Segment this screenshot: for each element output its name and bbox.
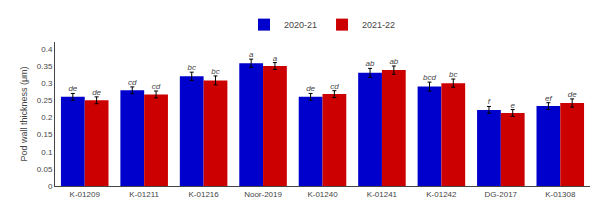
svg-text:de: de bbox=[68, 84, 77, 93]
svg-text:0.35: 0.35 bbox=[37, 62, 53, 71]
svg-text:bc: bc bbox=[187, 63, 195, 72]
svg-text:K-01308: K-01308 bbox=[545, 190, 576, 199]
svg-text:0: 0 bbox=[48, 182, 53, 191]
svg-text:de: de bbox=[306, 84, 315, 93]
svg-text:K-01216: K-01216 bbox=[188, 190, 219, 199]
svg-text:ef: ef bbox=[545, 94, 552, 103]
svg-text:cd: cd bbox=[330, 82, 339, 91]
svg-text:Noor-2019: Noor-2019 bbox=[244, 190, 282, 199]
svg-text:bcd: bcd bbox=[423, 73, 436, 82]
svg-text:0.1: 0.1 bbox=[41, 148, 53, 157]
svg-text:ab: ab bbox=[366, 59, 375, 68]
svg-text:ab: ab bbox=[389, 57, 398, 66]
svg-text:0.4: 0.4 bbox=[41, 45, 53, 54]
svg-text:de: de bbox=[568, 90, 577, 99]
svg-text:cd: cd bbox=[128, 78, 137, 87]
svg-text:cd: cd bbox=[152, 82, 161, 91]
svg-text:K-01240: K-01240 bbox=[307, 190, 338, 199]
svg-text:0.3: 0.3 bbox=[41, 79, 53, 88]
svg-text:de: de bbox=[92, 88, 101, 97]
svg-text:a: a bbox=[273, 54, 278, 63]
svg-text:2020-21: 2020-21 bbox=[284, 20, 317, 30]
svg-text:2021-22: 2021-22 bbox=[362, 20, 395, 30]
svg-text:0.25: 0.25 bbox=[37, 96, 53, 105]
svg-text:e: e bbox=[510, 101, 515, 110]
svg-text:bc: bc bbox=[449, 70, 457, 79]
svg-text:a: a bbox=[249, 50, 254, 59]
svg-text:DG-2017: DG-2017 bbox=[485, 190, 518, 199]
svg-text:K-01209: K-01209 bbox=[70, 190, 101, 199]
svg-text:0.05: 0.05 bbox=[37, 165, 53, 174]
svg-text:K-01241: K-01241 bbox=[367, 190, 398, 199]
svg-text:0.15: 0.15 bbox=[37, 130, 53, 139]
svg-text:K-01211: K-01211 bbox=[129, 190, 159, 199]
svg-text:bc: bc bbox=[211, 67, 219, 76]
svg-text:K-01242: K-01242 bbox=[426, 190, 457, 199]
svg-text:0.2: 0.2 bbox=[41, 113, 53, 122]
svg-text:f: f bbox=[488, 97, 491, 106]
svg-text:Pod wall thickness (μm): Pod wall thickness (μm) bbox=[19, 66, 29, 161]
